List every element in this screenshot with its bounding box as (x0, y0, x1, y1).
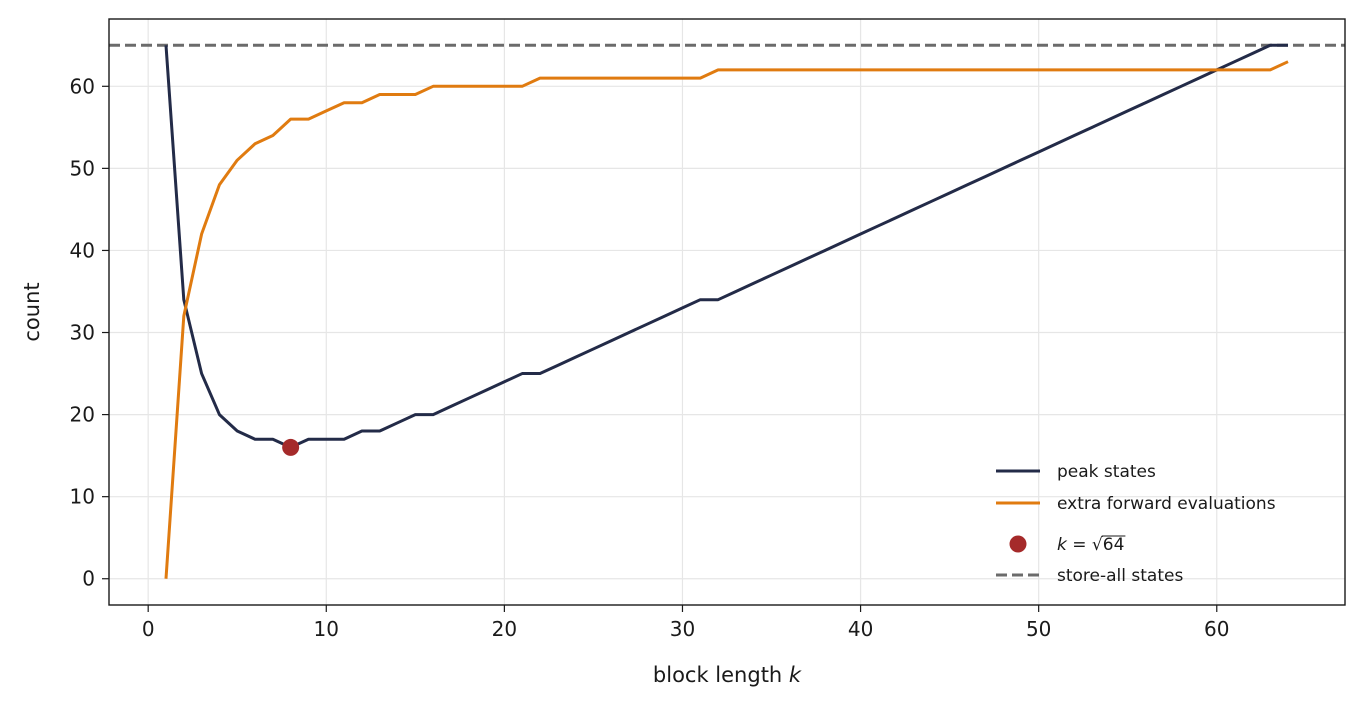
x-axis-label: block length k (653, 663, 802, 687)
x-axis-label-text: block length (653, 663, 789, 687)
x-tick-label: 30 (670, 617, 695, 641)
y-tick-label: 10 (70, 485, 95, 509)
extra-forward-evaluations-line (164, 60, 1289, 579)
x-tick-label: 40 (848, 617, 873, 641)
y-axis-label: count (20, 282, 44, 341)
y-tick-label: 30 (70, 321, 95, 345)
y-tick-label: 60 (70, 74, 95, 98)
plot-frame (108, 18, 1346, 606)
legend-label-extra-forward-evaluations: extra forward evaluations (1057, 494, 1276, 514)
peak-states-line (164, 43, 1289, 449)
legend-swatch-marker (1009, 535, 1027, 553)
legend: peak states extra forward evaluations k … (996, 462, 1276, 586)
legend-marker-sqrt-sign: √ (1092, 535, 1103, 555)
legend-marker-sqrt-arg: 64 (1103, 535, 1125, 555)
k-sqrt-64-marker (282, 438, 300, 456)
series-layer (164, 43, 1289, 579)
y-tick-label: 20 (70, 403, 95, 427)
legend-label-store-all-states: store-all states (1057, 566, 1183, 586)
grid (109, 19, 1345, 605)
x-tick-label: 10 (314, 617, 339, 641)
x-tick-label: 60 (1204, 617, 1229, 641)
legend-label-marker: k = √64 (1057, 535, 1124, 555)
x-tick-label: 0 (142, 617, 155, 641)
x-tick-label: 20 (492, 617, 517, 641)
x-axis-label-var: k (789, 663, 802, 687)
ticks: 0 10 20 30 40 50 60 0 10 20 30 40 50 60 (70, 74, 1230, 641)
y-tick-label: 50 (70, 156, 95, 180)
marker-layer (282, 438, 300, 456)
legend-label-peak-states: peak states (1057, 462, 1156, 482)
y-tick-label: 0 (82, 567, 95, 591)
x-tick-label: 50 (1026, 617, 1051, 641)
legend-marker-prefix: k = (1057, 535, 1092, 555)
y-tick-label: 40 (70, 238, 95, 262)
